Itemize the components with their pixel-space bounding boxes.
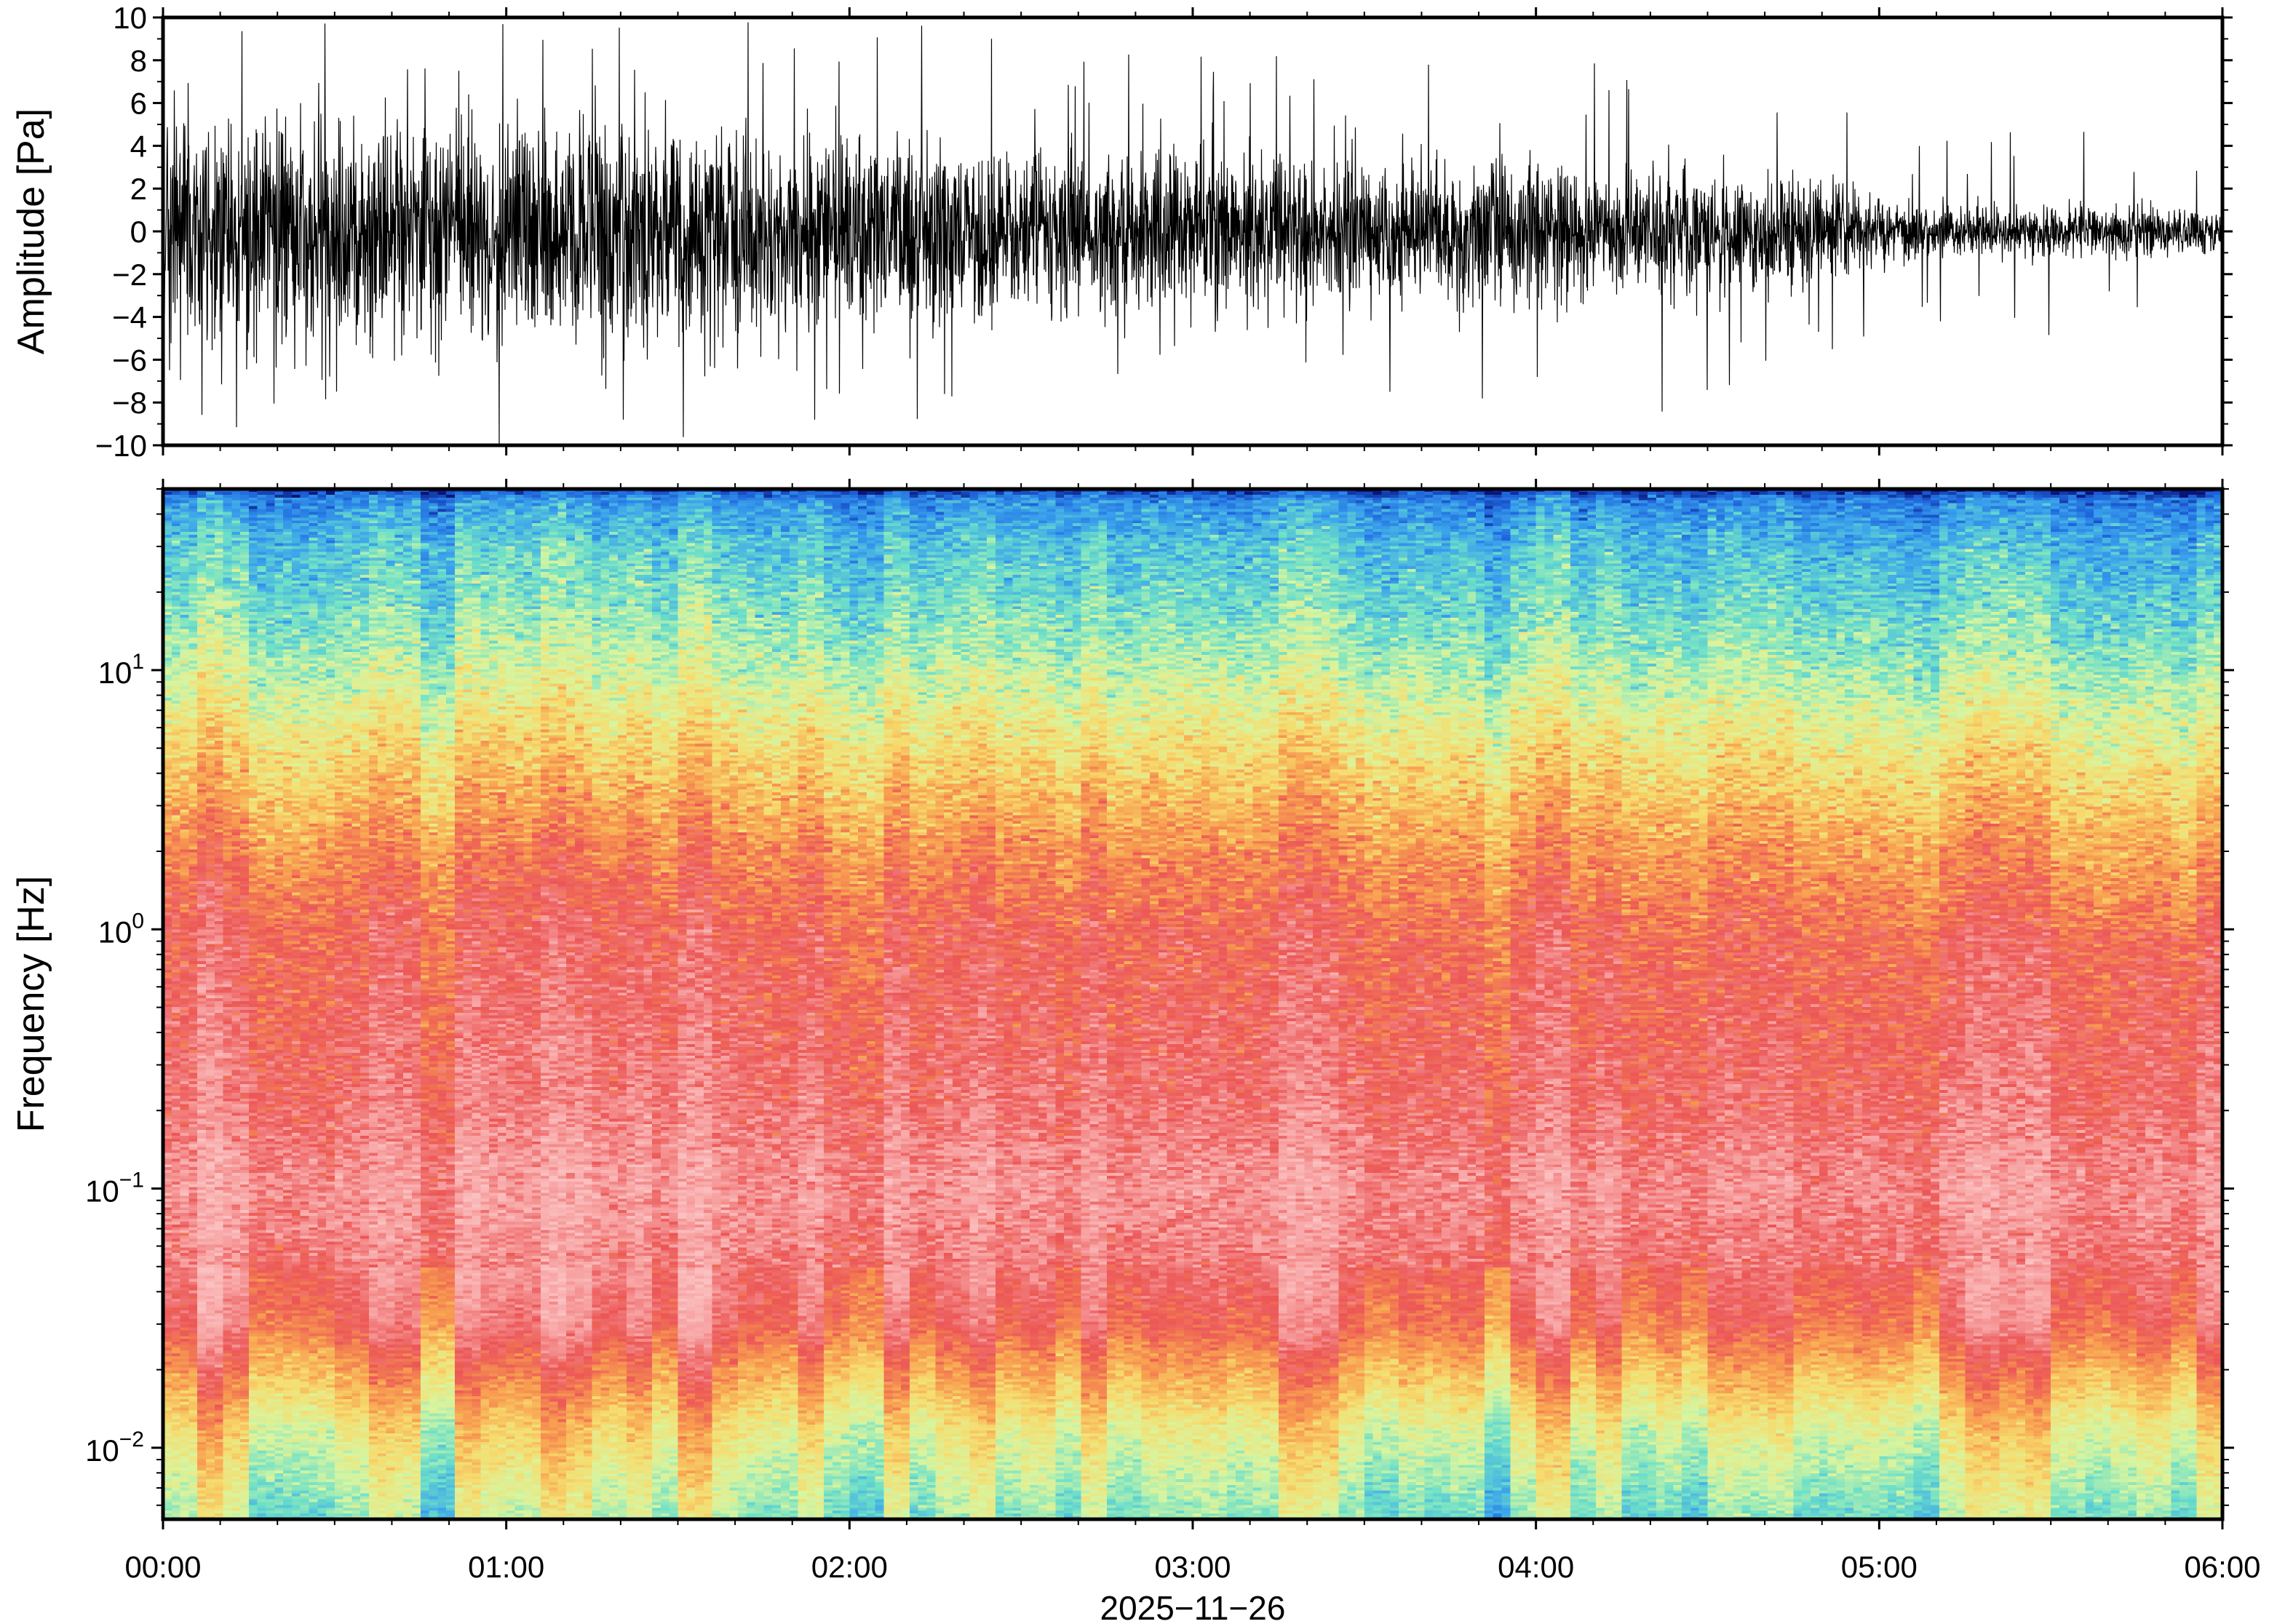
amplitude-axis-label: Amplitude [Pa] <box>10 108 52 354</box>
time-tick-label: 04:00 <box>1498 1550 1574 1584</box>
date-axis-label: 2025−11−26 <box>1100 1589 1286 1624</box>
frequency-tick-label: 10−1 <box>85 1169 144 1209</box>
spectrogram-panel: 10−2 10−1 100 101 00:00 01:00 02:00 03:00 04:00… <box>10 7 2261 1624</box>
waveform-trace <box>162 22 2223 445</box>
spectrogram-heatmap <box>163 489 2222 1519</box>
amplitude-tick-label: −10 <box>95 429 147 463</box>
amplitude-tick-label: 0 <box>130 215 147 249</box>
time-tick-label: 02:00 <box>811 1550 888 1584</box>
frequency-tick-label: 101 <box>98 650 144 690</box>
amplitude-tick-label: −4 <box>112 300 147 335</box>
frequency-tick-label: 10−2 <box>85 1428 144 1468</box>
amplitude-tick-label: 8 <box>130 44 147 78</box>
amplitude-tick-label: 10 <box>113 1 147 35</box>
amplitude-tick-label: 4 <box>130 129 147 163</box>
time-tick-label: 03:00 <box>1154 1550 1231 1584</box>
time-axis: 00:00 01:00 02:00 03:00 04:00 05:00 06:00 <box>124 7 2261 1584</box>
amplitude-tick-label: −6 <box>112 343 147 377</box>
amplitude-tick-label: 6 <box>130 87 147 121</box>
time-tick-label: 05:00 <box>1841 1550 1918 1584</box>
waveform-panel: −10 −8 −6 −4 −2 0 2 4 6 8 10 Amplitude [Pa] <box>10 1 2233 463</box>
amplitude-axis: −10 −8 −6 −4 −2 0 2 4 6 8 10 <box>95 1 2233 463</box>
amplitude-tick-label: −2 <box>112 258 147 292</box>
time-tick-label: 06:00 <box>2184 1550 2260 1584</box>
frequency-axis-label: Frequency [Hz] <box>10 876 52 1133</box>
time-tick-label: 00:00 <box>124 1550 201 1584</box>
time-tick-label: 01:00 <box>468 1550 544 1584</box>
frequency-tick-label: 100 <box>98 909 144 949</box>
amplitude-tick-label: −8 <box>112 386 147 420</box>
amplitude-tick-label: 2 <box>130 172 147 206</box>
